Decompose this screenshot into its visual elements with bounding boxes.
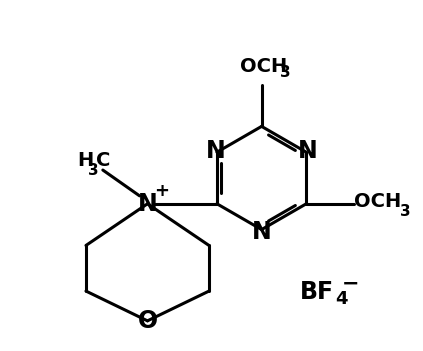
Text: 3: 3: [88, 163, 98, 178]
Text: OCH: OCH: [354, 192, 401, 211]
Text: N: N: [206, 139, 226, 163]
Text: H: H: [77, 151, 93, 170]
Text: 3: 3: [280, 65, 291, 80]
Text: N: N: [137, 192, 157, 216]
Text: O: O: [137, 309, 157, 333]
Text: −: −: [342, 273, 360, 293]
Text: OCH: OCH: [240, 57, 287, 77]
Text: 3: 3: [400, 204, 411, 219]
Text: BF: BF: [300, 280, 334, 304]
Text: C: C: [96, 151, 110, 170]
Text: 4: 4: [335, 290, 347, 308]
Text: N: N: [252, 220, 272, 244]
Text: N: N: [297, 139, 317, 163]
Text: +: +: [154, 182, 169, 200]
